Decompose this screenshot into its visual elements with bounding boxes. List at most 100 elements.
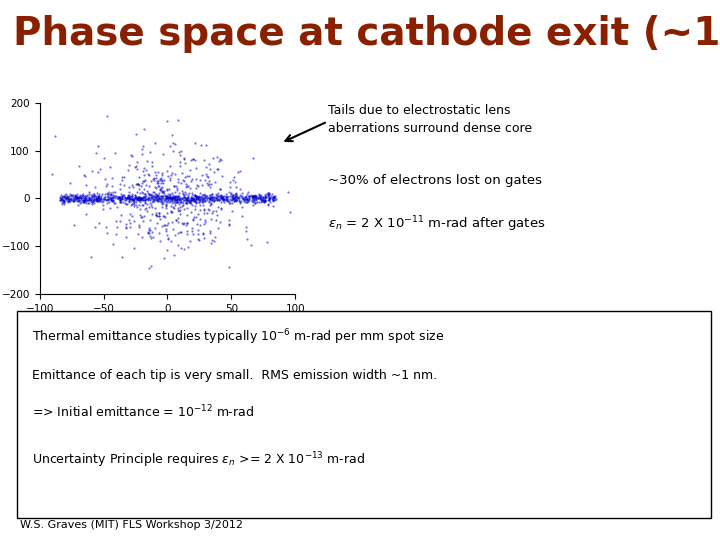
Point xyxy=(161,198,173,206)
Point xyxy=(91,197,103,206)
Point xyxy=(218,191,230,200)
Point xyxy=(162,117,174,125)
Point xyxy=(102,194,113,203)
Point xyxy=(223,197,235,205)
Point xyxy=(153,208,165,217)
Point xyxy=(189,202,200,211)
Point xyxy=(80,195,91,204)
Point xyxy=(224,198,235,207)
Point xyxy=(173,241,184,249)
Point xyxy=(109,192,120,200)
Point xyxy=(121,194,132,202)
Point xyxy=(158,253,170,262)
Point xyxy=(136,179,148,188)
Point xyxy=(226,196,238,205)
Point xyxy=(94,218,105,227)
Point xyxy=(189,195,200,204)
Point xyxy=(188,197,199,206)
Point xyxy=(135,196,146,205)
Point xyxy=(178,205,189,213)
Point xyxy=(248,196,260,205)
Point xyxy=(84,194,95,202)
Point xyxy=(255,191,266,200)
Point xyxy=(131,157,143,166)
Point xyxy=(155,184,166,193)
Point xyxy=(150,173,161,182)
Point xyxy=(237,203,248,212)
Point xyxy=(206,190,217,199)
Point xyxy=(94,193,105,202)
Point xyxy=(129,193,140,201)
Point xyxy=(148,188,160,197)
Text: ~30% of electrons lost on gates: ~30% of electrons lost on gates xyxy=(328,174,541,187)
Point xyxy=(240,222,252,231)
Point xyxy=(137,196,148,205)
Point xyxy=(243,192,255,201)
Point xyxy=(154,194,166,202)
Point xyxy=(192,193,204,201)
Point xyxy=(228,191,239,199)
Point xyxy=(186,196,197,205)
Point xyxy=(73,197,84,205)
Point xyxy=(235,191,246,200)
Point xyxy=(198,190,210,198)
Point xyxy=(115,194,127,203)
Point xyxy=(212,195,223,204)
Point xyxy=(191,192,202,200)
Point xyxy=(171,197,183,206)
Point xyxy=(82,199,94,207)
Point xyxy=(185,199,197,207)
Point xyxy=(146,193,158,201)
Point xyxy=(190,193,202,201)
Point xyxy=(138,193,150,201)
Point xyxy=(147,202,158,211)
Point xyxy=(208,195,220,204)
Point xyxy=(223,221,235,230)
Point xyxy=(107,194,118,202)
Point xyxy=(196,181,207,190)
Point xyxy=(174,195,186,204)
Point xyxy=(71,193,82,201)
Point xyxy=(49,132,60,140)
Point xyxy=(79,193,91,202)
Point xyxy=(69,194,81,202)
Point xyxy=(133,192,145,201)
Point xyxy=(162,193,174,202)
Point xyxy=(145,194,157,202)
Point xyxy=(223,263,235,272)
Point xyxy=(188,191,199,200)
Point xyxy=(77,198,89,206)
Point xyxy=(104,191,116,199)
Point xyxy=(212,192,223,200)
Point xyxy=(228,193,240,202)
Point xyxy=(113,193,125,201)
Point xyxy=(190,163,202,172)
Point xyxy=(93,167,104,176)
Point xyxy=(127,195,138,204)
Point xyxy=(78,193,89,201)
Point xyxy=(166,193,177,201)
Point xyxy=(202,181,214,190)
Point xyxy=(104,204,115,213)
Point xyxy=(101,112,112,121)
Point xyxy=(181,194,193,202)
Point xyxy=(165,206,176,215)
Point xyxy=(114,217,126,225)
Point xyxy=(179,177,190,185)
Point xyxy=(137,166,148,175)
Point xyxy=(161,246,172,255)
Point xyxy=(253,190,265,198)
Point xyxy=(181,198,192,207)
Point xyxy=(70,193,81,202)
Point xyxy=(208,195,220,204)
Point xyxy=(197,230,208,239)
Point xyxy=(138,176,150,185)
Point xyxy=(161,194,172,202)
Point xyxy=(103,194,114,203)
Point xyxy=(261,238,272,246)
Point xyxy=(220,189,232,198)
Point xyxy=(131,193,143,202)
Point xyxy=(196,198,207,206)
Point xyxy=(166,197,177,205)
Point xyxy=(174,196,186,205)
